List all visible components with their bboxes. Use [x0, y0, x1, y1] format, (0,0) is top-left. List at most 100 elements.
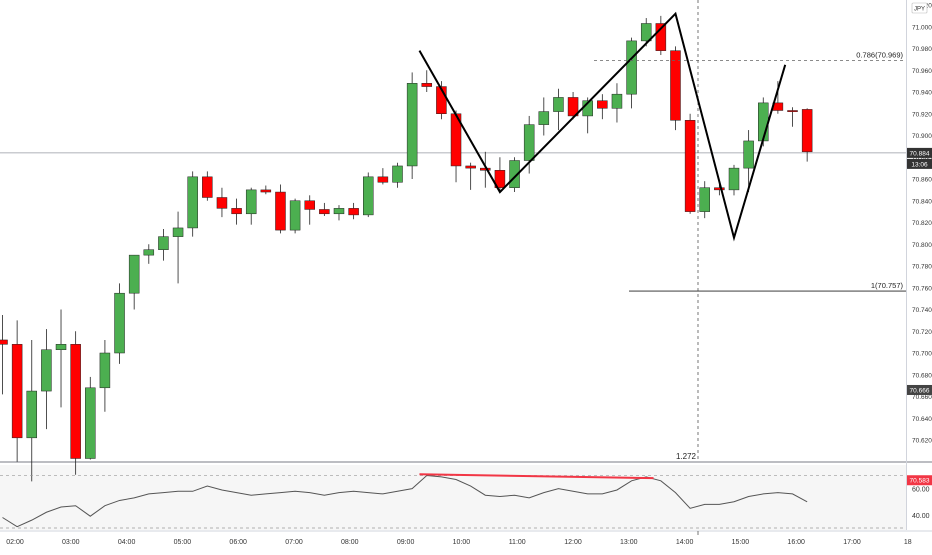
- price-tick: 70.700: [912, 351, 932, 358]
- time-tick: 08:00: [341, 539, 359, 546]
- drawings-layer: 0.786(70.969) 1(70.757) 1.272: [418, 11, 906, 461]
- candle-bear: [465, 165, 476, 169]
- candle-bear: [216, 197, 228, 209]
- candle-bull: [728, 167, 740, 191]
- time-tick: 02:00: [6, 539, 24, 546]
- price-tick: 70.780: [912, 264, 932, 271]
- candle-bull: [523, 124, 535, 161]
- oscillator-tick: 40.00: [912, 513, 930, 520]
- candle-bull: [99, 352, 111, 389]
- candle-bull: [743, 140, 754, 169]
- price-tick: 70.760: [912, 285, 932, 292]
- time-tick: 17:00: [843, 539, 861, 546]
- candle-bear: [801, 109, 813, 153]
- candle-bull: [85, 387, 96, 459]
- time-tick: 04:00: [118, 539, 136, 546]
- candle-bull: [128, 254, 140, 294]
- time-tick: 03:00: [62, 539, 80, 546]
- price-tag-text: 70.583: [910, 478, 930, 485]
- candle-bear: [231, 208, 242, 215]
- time-tick: 06:00: [229, 539, 247, 546]
- candle-bear: [494, 170, 506, 188]
- candle-bear: [436, 86, 447, 114]
- candle-bull: [758, 102, 769, 142]
- time-tick: 13:00: [620, 539, 638, 546]
- candle-bull: [392, 165, 403, 183]
- price-tick: 70.800: [912, 242, 932, 249]
- candle-bull: [553, 97, 564, 112]
- candle-bull: [333, 208, 345, 215]
- oscillator-line: [2, 475, 808, 528]
- axes-layer: 71.02071.00070.98070.96070.94070.92070.9…: [6, 2, 932, 546]
- candle-bull: [143, 249, 155, 256]
- grid-layer: [0, 0, 932, 532]
- fib-ext-label: 1.272: [676, 452, 697, 461]
- candle-bear: [567, 97, 579, 117]
- candle-bear: [319, 209, 330, 215]
- candle-bull: [26, 390, 38, 439]
- oscillator-tick: 60.00: [912, 487, 930, 494]
- price-tag-box: [907, 475, 932, 486]
- price-tick: 70.640: [912, 416, 932, 423]
- candle-bull: [640, 23, 652, 42]
- candle-bear: [304, 200, 315, 210]
- oscillator-pane: 60.00 40.00: [0, 473, 930, 529]
- fib-label-0786: 0.786(70.969): [856, 50, 903, 59]
- price-tick: 70.680: [912, 372, 932, 379]
- price-tick: 70.980: [912, 46, 932, 53]
- candle-bear: [670, 50, 681, 121]
- price-tag-text: 70.884: [910, 150, 930, 157]
- time-tick: 11:00: [509, 539, 526, 546]
- candles-layer: [0, 15, 813, 482]
- candle-bear: [11, 344, 23, 439]
- time-tick: 18: [904, 539, 912, 546]
- currency-label: JPY: [914, 7, 925, 13]
- price-tag-text: 13:06: [911, 161, 928, 168]
- candle-bear: [202, 176, 213, 198]
- candle-bull: [41, 349, 52, 392]
- time-tick: 07:00: [285, 539, 303, 546]
- candle-bear: [597, 100, 608, 109]
- candle-bull: [611, 93, 623, 109]
- price-tick: 70.960: [912, 68, 932, 75]
- time-tick: 12:00: [564, 539, 582, 546]
- price-tick: 70.620: [912, 438, 932, 445]
- candle-bear: [0, 339, 8, 345]
- candle-bull: [158, 236, 169, 250]
- price-tick: 70.860: [912, 177, 932, 184]
- price-tick: 70.920: [912, 111, 932, 118]
- candle-bear: [655, 23, 667, 51]
- price-tag-text: 70.666: [910, 387, 930, 394]
- candle-bull: [114, 292, 125, 354]
- time-tick: 14:00: [676, 539, 694, 546]
- candle-bull: [363, 176, 374, 216]
- candle-bear: [421, 83, 433, 87]
- candle-bear: [377, 176, 389, 183]
- price-tick: 70.840: [912, 198, 932, 205]
- price-tick: 70.880: [912, 155, 932, 162]
- candle-bull: [289, 200, 301, 231]
- time-tick: 09:00: [397, 539, 415, 546]
- candle-bull: [55, 344, 67, 350]
- price-tick: 70.820: [912, 220, 932, 227]
- time-tick: 15:00: [732, 539, 750, 546]
- candle-bear: [480, 167, 491, 171]
- candle-bull: [699, 187, 710, 212]
- price-tick: 70.660: [912, 394, 932, 401]
- price-tick: 70.720: [912, 329, 932, 336]
- candle-bear: [70, 344, 81, 459]
- time-tick: 16:00: [787, 539, 805, 546]
- fib-label-1: 1(70.757): [871, 281, 904, 290]
- candle-bull: [406, 83, 418, 167]
- price-tick: 70.900: [912, 133, 932, 140]
- price-tick: 71.000: [912, 24, 932, 31]
- price-tick: 70.740: [912, 307, 932, 314]
- price-tag-box: [907, 158, 932, 169]
- currency-label-box: [911, 2, 928, 14]
- candle-bear: [348, 208, 359, 216]
- candle-bear: [787, 110, 798, 112]
- candle-bull: [626, 40, 637, 95]
- price-tag-box: [907, 384, 932, 395]
